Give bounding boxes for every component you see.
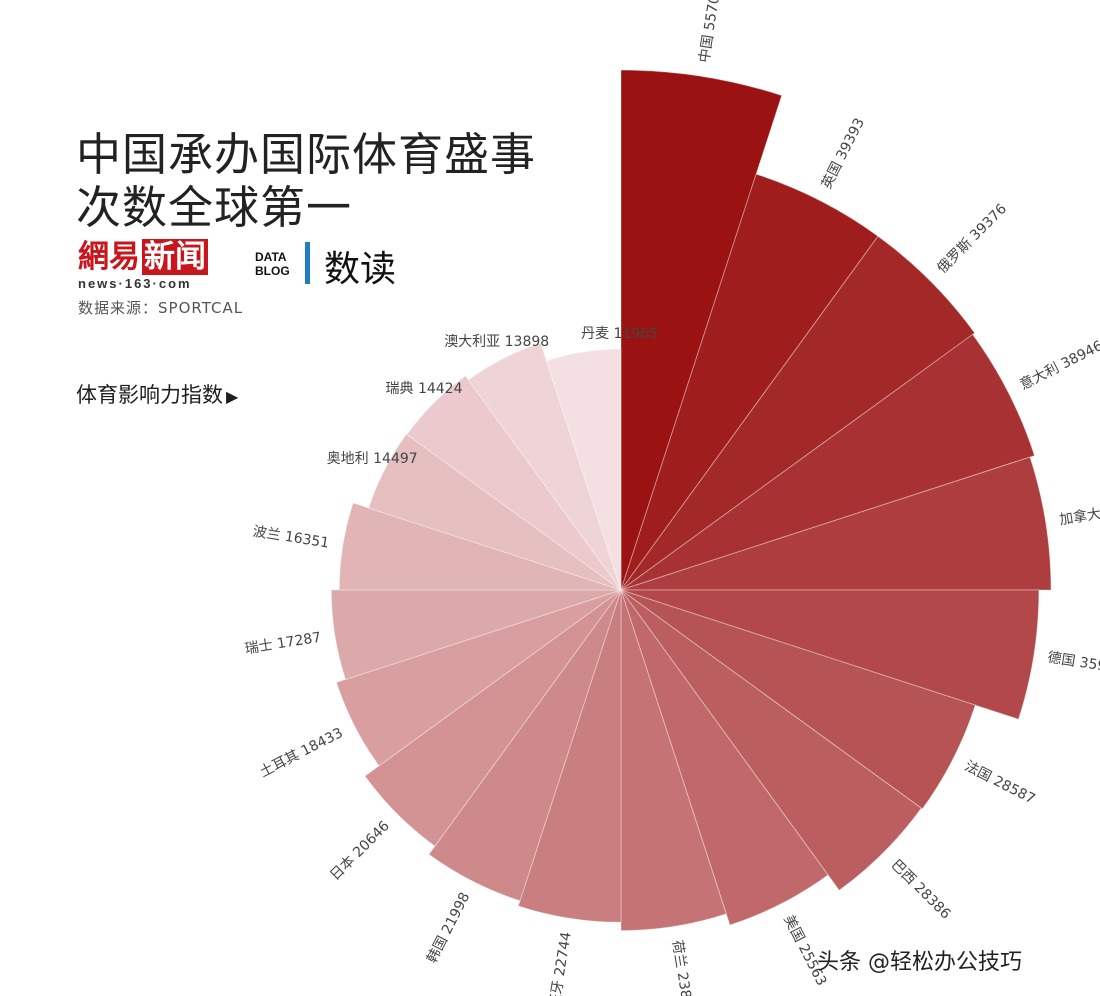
index-label-text: 体育影响力指数 bbox=[76, 383, 223, 407]
wedge-label-11: 西班牙 22744 bbox=[545, 931, 575, 996]
wedge-label-17: 奥地利 14497 bbox=[327, 450, 418, 467]
index-label: 体育影响力指数 ▶ bbox=[76, 379, 238, 409]
play-triangle-icon: ▶ bbox=[226, 387, 239, 406]
datablog-line1: DATA bbox=[255, 250, 287, 264]
wedge-8 bbox=[620, 589, 922, 891]
title-line-2: 次数全球第一 bbox=[76, 181, 353, 234]
wedge-4 bbox=[620, 333, 1036, 591]
wedge-label-19: 澳大利亚 13898 bbox=[444, 334, 549, 350]
netease-news-text: 新闻 bbox=[142, 239, 208, 275]
datablog-name: 数读 bbox=[324, 249, 397, 290]
chart-wedges bbox=[330, 69, 1052, 932]
title-line-1: 中国承办国际体育盛事 bbox=[76, 128, 537, 181]
wedge-label-15: 瑞士 17287 bbox=[244, 630, 323, 658]
datablog-logo: DATA BLOG bbox=[253, 242, 311, 286]
wedge-label-5: 加拿大 38094 bbox=[1058, 497, 1100, 528]
wedge-7 bbox=[620, 589, 976, 810]
wedge-label-16: 波兰 16351 bbox=[252, 524, 331, 552]
wedge-label-4: 意大利 38946 bbox=[1017, 337, 1100, 393]
wedge-11 bbox=[517, 589, 622, 923]
wedge-20 bbox=[545, 348, 622, 591]
netease-url: news·163·com bbox=[78, 276, 192, 291]
wedge-label-18: 瑞典 14424 bbox=[386, 381, 463, 397]
wedge-label-2: 英国 39393 bbox=[818, 115, 868, 191]
wedge-1 bbox=[620, 69, 783, 591]
wedge-5 bbox=[620, 456, 1052, 591]
wedge-9 bbox=[620, 589, 829, 926]
datablog-line2: BLOG bbox=[255, 264, 290, 278]
wedge-12 bbox=[428, 589, 622, 902]
wedge-13 bbox=[364, 589, 622, 847]
netease-news-logo: 網易 新闻 news·163·com bbox=[78, 239, 228, 291]
wedge-19 bbox=[467, 342, 622, 591]
wedge-label-3: 俄罗斯 39376 bbox=[934, 201, 1010, 277]
wedge-17 bbox=[368, 433, 622, 591]
wedge-18 bbox=[406, 375, 622, 591]
data-source: 数据来源：SPORTCAL bbox=[78, 299, 244, 317]
wedge-label-10: 荷兰 23899 bbox=[669, 939, 697, 996]
netease-brand: 網易 bbox=[78, 239, 140, 275]
wedge-label-20: 丹麦 11965 bbox=[581, 326, 658, 342]
wedge-16 bbox=[338, 502, 622, 591]
wedge-label-13: 日本 20646 bbox=[327, 818, 393, 884]
wedge-label-12: 韩国 21998 bbox=[424, 890, 473, 966]
wedge-10 bbox=[620, 589, 727, 932]
wedge-6 bbox=[620, 589, 1040, 720]
wedge-label-1: 中国 55709 bbox=[697, 0, 725, 64]
chart-title: 中国承办国际体育盛事 次数全球第一 bbox=[76, 128, 536, 234]
wedge-15 bbox=[330, 589, 622, 681]
wedge-14 bbox=[335, 589, 622, 767]
wedge-3 bbox=[620, 235, 976, 591]
wedge-label-14: 土耳其 18433 bbox=[257, 725, 345, 781]
watermark: 头条 @轻松办公技巧 bbox=[817, 950, 1022, 975]
wedge-2 bbox=[620, 173, 879, 591]
wedge-label-7: 法国 28587 bbox=[962, 758, 1038, 807]
wedge-label-8: 巴西 28386 bbox=[888, 857, 954, 923]
wedge-label-6: 德国 35988 bbox=[1046, 650, 1100, 678]
